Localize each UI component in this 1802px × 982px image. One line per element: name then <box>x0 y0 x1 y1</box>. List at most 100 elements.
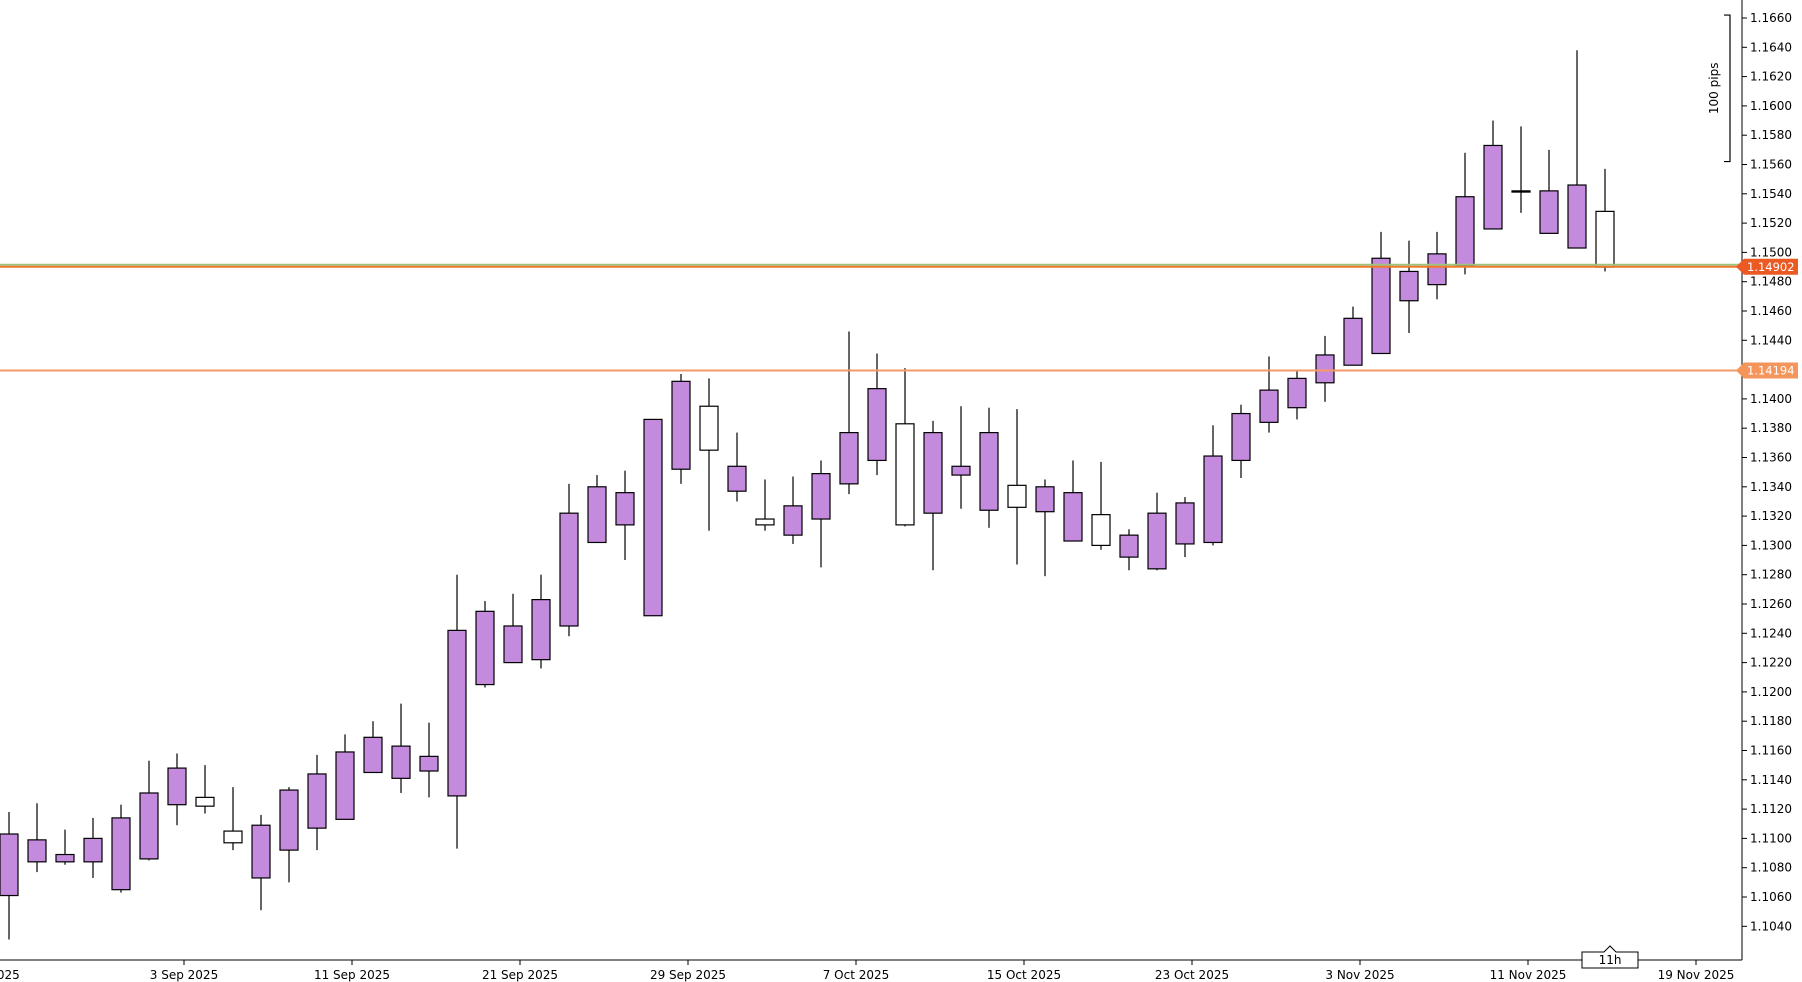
candle <box>1595 168 1615 272</box>
candle <box>279 787 299 883</box>
candle <box>447 574 467 849</box>
candle <box>1203 425 1223 546</box>
candle-body <box>475 610 495 686</box>
candle <box>167 753 187 826</box>
candle-body <box>139 792 159 860</box>
candle <box>1287 371 1307 420</box>
candle-body <box>1119 534 1139 558</box>
price-tag-shape <box>1736 258 1798 275</box>
candle-body <box>1203 455 1223 544</box>
candle-body <box>951 465 971 476</box>
candle <box>951 406 971 509</box>
candle-body <box>503 625 523 664</box>
candle-body <box>867 388 887 462</box>
candle <box>475 601 495 688</box>
price-tag: 1.14194 <box>1736 362 1798 379</box>
y-tick-label: 1.1180 <box>1750 714 1792 728</box>
y-tick-label: 1.1120 <box>1750 802 1792 816</box>
candle-body <box>811 473 831 520</box>
candle <box>1259 356 1279 433</box>
candle <box>0 812 19 940</box>
y-tick-label: 1.1100 <box>1750 831 1792 845</box>
x-axis-ticks: ug 2025 3 Sep 2025 11 Sep 2025 21 Sep 2025 2… <box>0 960 1734 982</box>
candle <box>587 475 607 544</box>
candle <box>727 432 747 502</box>
x-tick-label: 11 Nov 2025 <box>1490 968 1567 982</box>
y-tick-label: 1.1160 <box>1750 744 1792 758</box>
candle-body <box>727 465 747 492</box>
candle-body <box>419 755 439 772</box>
candle-body <box>27 839 47 863</box>
candle <box>979 407 999 528</box>
candle-body <box>223 830 243 844</box>
candle-body <box>1091 514 1111 547</box>
candle-body <box>363 736 383 774</box>
candle <box>1119 529 1139 571</box>
candle <box>307 754 327 851</box>
candle-body <box>83 837 103 863</box>
candle-body <box>671 380 691 470</box>
y-tick-label: 1.1380 <box>1750 421 1792 435</box>
price-lines <box>0 263 1742 372</box>
candle-body <box>839 431 859 485</box>
candle <box>1539 149 1559 234</box>
y-tick-label: 1.1440 <box>1750 333 1792 347</box>
y-tick-label: 1.1340 <box>1750 480 1792 494</box>
candle-body <box>0 833 19 897</box>
candle-body <box>1455 196 1475 267</box>
candle-body <box>1511 190 1531 193</box>
y-tick-label: 1.1600 <box>1750 99 1792 113</box>
y-tick-label: 1.1520 <box>1750 216 1792 230</box>
candle-body <box>1539 190 1559 234</box>
x-tick-label: 3 Nov 2025 <box>1325 968 1394 982</box>
candle <box>811 460 831 568</box>
x-tick-label: 11 Sep 2025 <box>314 968 390 982</box>
y-tick-label: 1.1040 <box>1750 919 1792 933</box>
x-tick-label: 23 Oct 2025 <box>1155 968 1229 982</box>
candle <box>671 373 691 484</box>
y-tick-label: 1.1480 <box>1750 275 1792 289</box>
candle-body <box>615 492 635 526</box>
candle-body <box>643 418 663 617</box>
y-tick-label: 1.1220 <box>1750 656 1792 670</box>
candle <box>1147 492 1167 571</box>
candle-body <box>167 767 187 806</box>
price-tag-label: 1.14194 <box>1747 363 1795 377</box>
candle <box>335 734 355 820</box>
candle-body <box>391 745 411 779</box>
candle-body <box>1483 144 1503 230</box>
candle-body <box>279 789 299 851</box>
candle-body <box>1007 484 1027 508</box>
candle <box>83 817 103 878</box>
y-tick-label: 1.1620 <box>1750 70 1792 84</box>
candle <box>839 331 859 495</box>
pips-ruler[interactable]: 100 pips <box>1707 14 1731 163</box>
x-tick-label: 15 Oct 2025 <box>987 968 1061 982</box>
x-tick-label: 7 Oct 2025 <box>823 968 890 982</box>
y-tick-label: 1.1580 <box>1750 128 1792 142</box>
candle <box>391 703 411 793</box>
candle <box>1315 335 1335 402</box>
x-tick-label: 29 Sep 2025 <box>650 968 726 982</box>
candle-body <box>251 824 271 879</box>
timer-box <box>1581 945 1639 969</box>
candle-body <box>1175 502 1195 545</box>
y-tick-label: 1.1400 <box>1750 392 1792 406</box>
price-tag-shape <box>1736 362 1798 379</box>
candle-body <box>195 796 215 807</box>
candle <box>503 593 523 664</box>
candle <box>1371 231 1391 355</box>
candle <box>363 721 383 774</box>
y-tick-label: 1.1500 <box>1750 245 1792 259</box>
candle-body <box>335 751 355 820</box>
y-tick-label: 1.1660 <box>1750 11 1792 25</box>
x-tick-label: ug 2025 <box>0 968 20 982</box>
candle <box>1455 152 1475 275</box>
candle-body <box>923 431 943 514</box>
y-tick-label: 1.1080 <box>1750 861 1792 875</box>
candle-body <box>895 423 915 526</box>
candle <box>923 420 943 571</box>
y-tick-label: 1.1460 <box>1750 304 1792 318</box>
ruler-label: 100 pips <box>1707 63 1721 115</box>
